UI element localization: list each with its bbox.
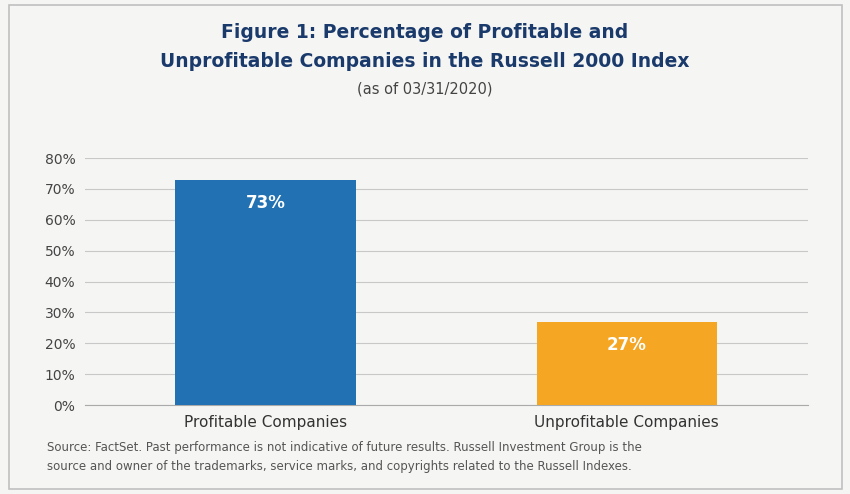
Text: 73%: 73%	[246, 194, 286, 211]
Text: Unprofitable Companies in the Russell 2000 Index: Unprofitable Companies in the Russell 20…	[161, 52, 689, 71]
Bar	[536, 322, 717, 405]
Bar	[175, 180, 356, 405]
Text: Figure 1: Percentage of Profitable and: Figure 1: Percentage of Profitable and	[221, 23, 629, 41]
Text: source and owner of the trademarks, service marks, and copyrights related to the: source and owner of the trademarks, serv…	[47, 460, 632, 473]
Text: 27%: 27%	[607, 335, 647, 354]
Text: Source: FactSet. Past performance is not indicative of future results. Russell I: Source: FactSet. Past performance is not…	[47, 441, 642, 453]
Text: (as of 03/31/2020): (as of 03/31/2020)	[357, 82, 493, 96]
